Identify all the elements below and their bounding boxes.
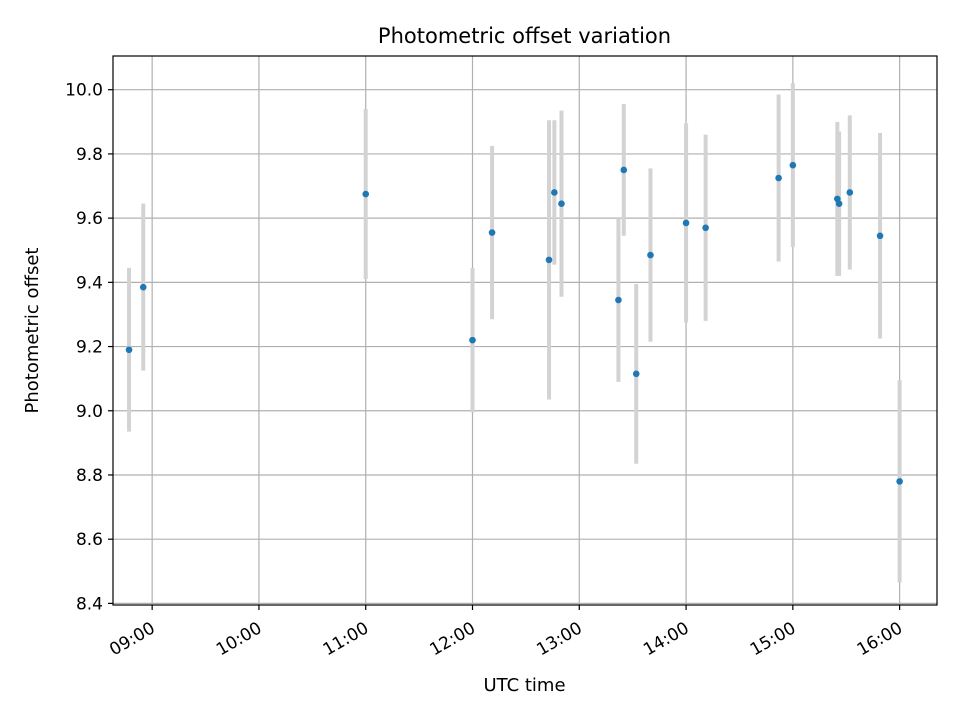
data-point xyxy=(125,346,133,354)
y-tick-label: 8.6 xyxy=(76,530,103,550)
y-axis: 8.4 8.6 8.8 9.0 9.2 9.4 9.6 9.8 10.0 xyxy=(65,81,113,614)
plot-frame xyxy=(112,55,938,606)
data-point xyxy=(139,283,147,291)
data-point xyxy=(876,232,884,240)
data-point xyxy=(846,189,854,196)
data-point xyxy=(682,219,690,227)
data-point xyxy=(702,224,709,232)
y-tick-label: 8.4 xyxy=(76,594,103,614)
data-point xyxy=(615,296,622,304)
y-tick-label: 10.0 xyxy=(65,81,103,101)
data-point xyxy=(469,336,476,344)
data-point xyxy=(362,190,370,198)
data-point xyxy=(545,256,553,264)
data-point xyxy=(835,200,843,207)
y-tick-label: 9.0 xyxy=(76,402,103,422)
data-point xyxy=(789,161,797,169)
x-axis-label: UTC time xyxy=(483,675,565,696)
data-point xyxy=(896,478,903,485)
data-points xyxy=(125,161,903,485)
y-tick-label: 9.8 xyxy=(76,145,103,165)
data-point xyxy=(632,370,640,378)
chart-title: Photometric offset variation xyxy=(378,24,671,48)
y-tick-label: 9.4 xyxy=(76,273,103,293)
data-point xyxy=(647,251,654,259)
data-point xyxy=(620,166,628,174)
y-tick-label: 8.8 xyxy=(76,466,103,486)
y-axis-label: Photometric offset xyxy=(22,248,43,414)
data-point xyxy=(551,189,558,196)
data-point xyxy=(775,174,782,182)
data-point xyxy=(558,200,565,207)
y-tick-label: 9.2 xyxy=(76,338,103,358)
y-tick-label: 9.6 xyxy=(76,209,103,229)
data-point xyxy=(488,229,496,236)
